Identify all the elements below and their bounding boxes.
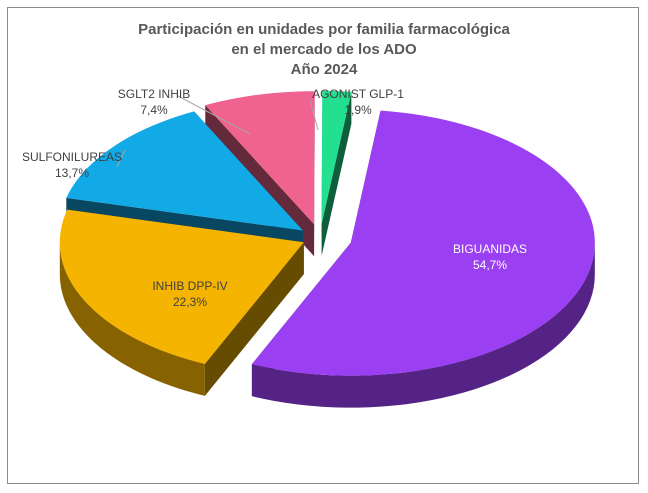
slice-biguanidas — [251, 110, 595, 376]
slice-label-name-inhib-dpp-iv: INHIB DPP-IV — [152, 279, 227, 293]
slice-side-inhib-dpp-iv — [59, 242, 205, 396]
leader-line-sulfonilureas — [116, 149, 126, 168]
slice-label-name-biguanidas: BIGUANIDAS — [453, 242, 527, 256]
slice-inhib-dpp-iv — [59, 209, 304, 364]
leader-line-agonist-glp-1 — [309, 99, 319, 131]
slice-label-name-sulfonilureas: SULFONILUREAS — [22, 150, 122, 164]
chart-title-line-3: Año 2024 — [290, 61, 358, 78]
leader-line-sglt2-inhib — [177, 95, 251, 135]
chart-title: Participación en unidades por familia fa… — [0, 20, 648, 80]
chart-title-line-2: en el mercado de los ADO — [231, 41, 417, 58]
slice-label-name-sglt2-inhib: SGLT2 INHIB — [118, 87, 190, 101]
slice-wall-agonist-glp-1-end — [321, 91, 352, 256]
slice-wall-sglt2-inhib-end — [314, 91, 315, 257]
slice-label-value-inhib-dpp-iv: 22,3% — [173, 295, 207, 309]
slice-label-value-biguanidas: 54,7% — [473, 258, 507, 272]
slice-label-value-sglt2-inhib: 7,4% — [140, 103, 168, 117]
slice-sulfonilureas — [66, 111, 303, 231]
slice-label-value-agonist-glp-1: 1,9% — [344, 103, 372, 117]
chart-title-line-1: Participación en unidades por familia fa… — [138, 21, 510, 38]
slice-side-biguanidas — [251, 242, 595, 408]
slice-agonist-glp-1 — [321, 90, 352, 224]
slice-label-name-agonist-glp-1: AGONIST GLP-1 — [312, 87, 404, 101]
slice-label-value-sulfonilureas: 13,7% — [55, 166, 89, 180]
slice-wall-inhib-dpp-iv-start — [204, 242, 304, 396]
